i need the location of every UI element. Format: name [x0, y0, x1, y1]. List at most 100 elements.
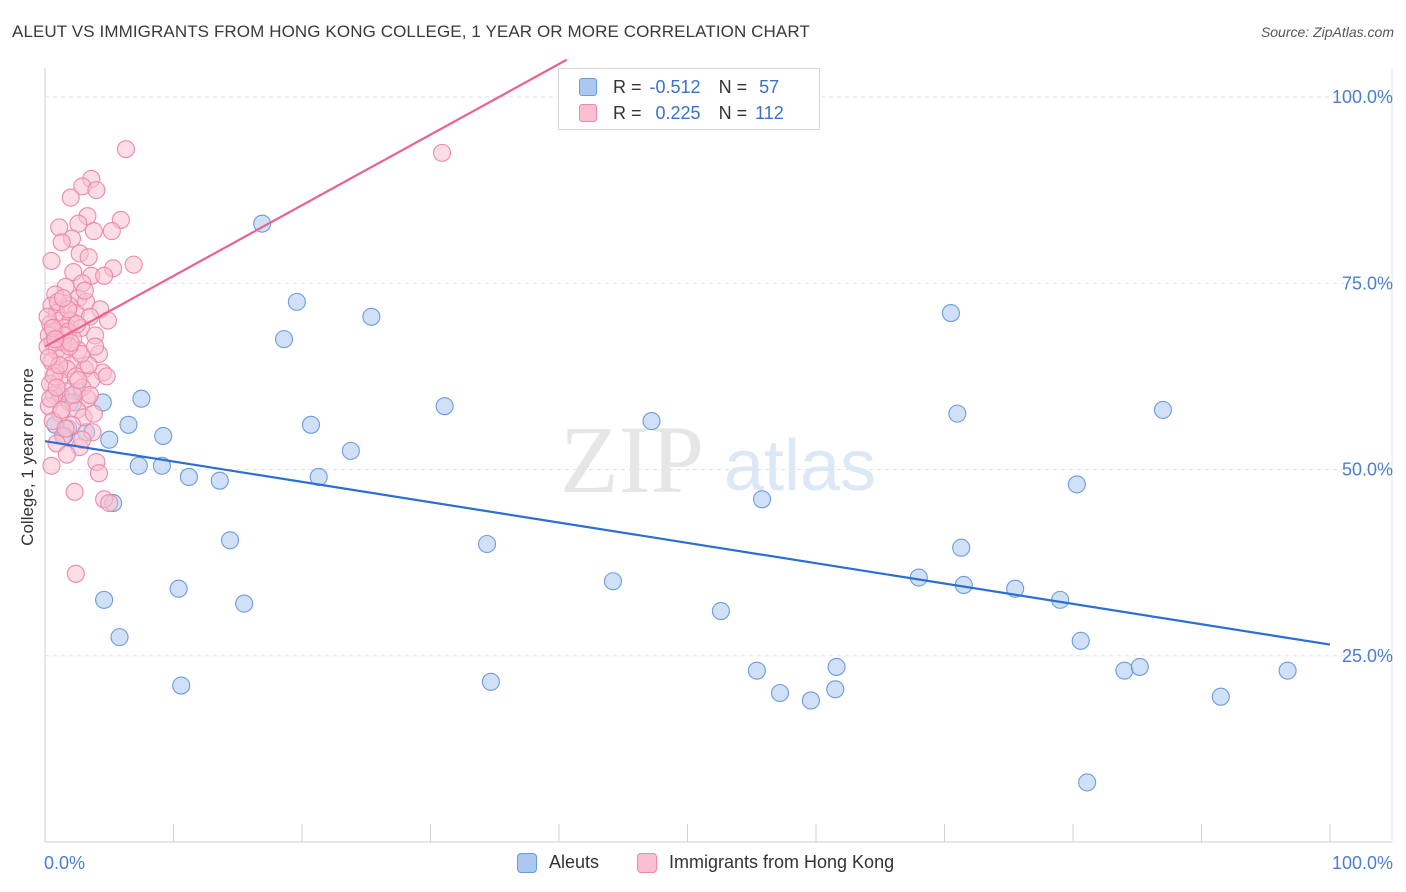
legend-r-value: 0.225	[655, 102, 701, 123]
data-point	[1278, 661, 1297, 680]
x-tick-label-right: 100.0%	[1332, 853, 1393, 873]
legend-swatch-aleuts	[579, 78, 597, 96]
y-tick-label: 25.0%	[1342, 646, 1393, 666]
data-point	[1153, 400, 1172, 419]
bottom-legend: Aleuts Immigrants from Hong Kong	[0, 852, 1406, 878]
data-point	[39, 348, 58, 367]
bottom-legend-hk: Immigrants from Hong Kong	[637, 852, 894, 873]
series-hk-points	[38, 140, 452, 583]
data-point	[948, 404, 967, 423]
y-tick-label: 75.0%	[1342, 273, 1393, 293]
data-point	[84, 404, 103, 423]
data-point	[435, 397, 454, 416]
data-point	[119, 415, 138, 434]
data-point	[61, 188, 80, 207]
data-point	[42, 456, 61, 475]
axes	[44, 68, 1393, 843]
data-point	[1078, 773, 1097, 792]
data-point	[287, 292, 306, 311]
data-point	[97, 367, 116, 386]
data-point	[69, 214, 88, 233]
data-point	[179, 467, 198, 487]
data-point	[102, 222, 121, 241]
trend-lines	[44, 58, 1331, 646]
y-tick-label: 50.0%	[1342, 460, 1393, 480]
data-point	[95, 590, 114, 609]
data-point	[52, 233, 71, 252]
data-point	[86, 337, 105, 356]
data-point	[274, 330, 294, 349]
data-point	[642, 412, 661, 431]
watermark-atlas: atlas	[724, 426, 876, 506]
data-point	[770, 683, 790, 703]
data-point	[952, 538, 971, 557]
data-point	[747, 661, 766, 680]
bottom-legend-swatch-hk	[637, 852, 657, 873]
data-point	[100, 430, 119, 449]
legend-n-value: 57	[759, 76, 780, 97]
data-point	[65, 482, 84, 501]
data-point	[362, 307, 381, 326]
data-point	[235, 594, 254, 613]
legend-r-label: R =	[613, 102, 642, 123]
data-point	[433, 143, 452, 162]
x-tick-label-left: 0.0%	[44, 853, 85, 873]
data-point	[941, 303, 960, 323]
legend-n-label: N =	[718, 102, 748, 123]
legend-row-aleuts: R = -0.512 N = 57	[579, 75, 779, 99]
data-point	[1211, 687, 1230, 706]
legend-row-hk: R = 0.225 N = 112	[579, 101, 784, 125]
data-point	[1071, 631, 1090, 650]
watermark: ZIP atlas	[560, 406, 876, 513]
legend-n-label: N =	[718, 76, 748, 97]
trend-line-aleuts	[44, 440, 1331, 646]
legend-swatch-hk	[579, 104, 597, 122]
legend-r-value: -0.512	[649, 76, 701, 97]
bottom-legend-label-hk: Immigrants from Hong Kong	[669, 852, 895, 872]
data-point	[711, 601, 730, 621]
trend-line-hk	[44, 58, 568, 348]
data-point	[100, 493, 119, 513]
legend-r-label: R =	[613, 76, 642, 97]
data-point	[341, 441, 360, 460]
data-point	[220, 531, 240, 550]
data-point	[752, 490, 772, 509]
grid-lines	[45, 96, 1390, 657]
y-tick-label: 100.0%	[1332, 87, 1393, 107]
data-point	[66, 564, 85, 583]
data-point	[152, 456, 171, 475]
data-point	[210, 471, 229, 490]
data-point	[84, 222, 103, 241]
data-point	[1006, 579, 1025, 598]
data-point	[52, 400, 71, 419]
data-point	[69, 371, 88, 390]
data-point	[42, 251, 61, 270]
data-point	[827, 657, 846, 676]
data-point	[89, 464, 109, 483]
data-point	[603, 572, 623, 591]
data-point	[154, 426, 173, 446]
bottom-legend-label-aleuts: Aleuts	[549, 852, 600, 872]
data-point	[124, 255, 143, 274]
data-point	[47, 378, 66, 397]
data-point	[477, 534, 497, 554]
data-point	[826, 680, 845, 699]
data-point	[79, 248, 98, 267]
data-point	[129, 456, 148, 475]
data-point	[132, 389, 151, 408]
y-axis-label: College, 1 year or more	[18, 368, 37, 546]
data-point	[87, 181, 106, 200]
data-point	[481, 672, 500, 691]
data-point	[1067, 475, 1086, 494]
data-point	[75, 281, 94, 300]
legend-n-value: 112	[755, 102, 784, 123]
tick-labels: 25.0% 50.0% 75.0% 100.0% 0.0% 100.0%	[44, 87, 1393, 873]
bottom-legend-swatch-aleuts	[517, 852, 537, 873]
data-point	[169, 579, 188, 598]
data-point	[301, 415, 321, 434]
data-point	[801, 691, 820, 710]
data-point	[57, 445, 76, 464]
chart-title: ALEUT VS IMMIGRANTS FROM HONG KONG COLLE…	[12, 22, 810, 41]
data-point	[1130, 657, 1149, 676]
